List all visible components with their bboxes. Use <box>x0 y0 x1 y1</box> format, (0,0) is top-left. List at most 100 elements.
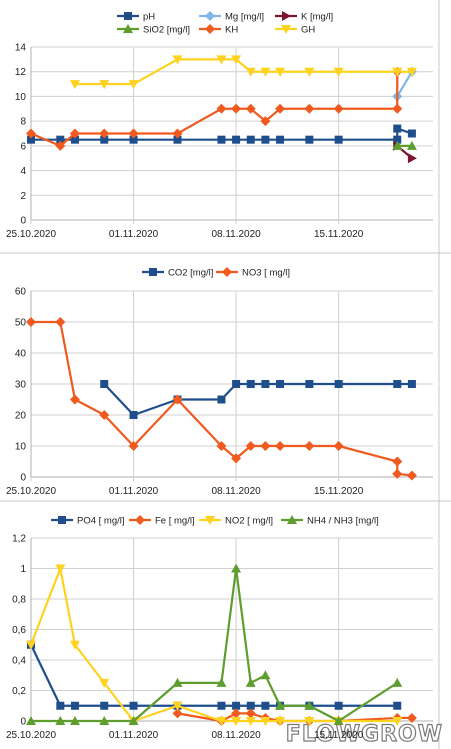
data-point <box>407 153 417 164</box>
y-tick-label: 0 <box>20 717 26 728</box>
data-point <box>304 717 315 726</box>
data-point <box>99 80 110 90</box>
y-tick-label: 6 <box>20 141 26 152</box>
legend-marker <box>205 24 215 34</box>
y-tick-label: 60 <box>15 287 27 298</box>
data-point <box>26 128 36 139</box>
data-point <box>333 716 344 725</box>
data-point <box>99 716 110 725</box>
x-tick-label: 15.11.2020 <box>314 229 364 240</box>
data-point <box>217 395 226 404</box>
data-point <box>304 700 315 710</box>
y-tick-label: 12 <box>15 67 27 78</box>
x-tick-label: 01.11.2020 <box>109 486 159 497</box>
legend-marker <box>281 25 291 34</box>
data-point <box>100 701 109 710</box>
data-point <box>407 129 416 138</box>
data-point <box>392 103 403 114</box>
x-tick-label: 01.11.2020 <box>109 229 159 240</box>
legend-marker <box>205 516 215 525</box>
legend-marker <box>282 11 291 21</box>
legend-marker <box>123 24 133 33</box>
data-point <box>333 103 344 114</box>
legend-label: NO2 [ mg/l] <box>225 516 273 527</box>
series-line <box>31 127 413 141</box>
data-point <box>261 701 270 710</box>
data-point <box>231 708 242 719</box>
data-point <box>305 135 314 144</box>
data-point <box>305 380 314 388</box>
data-point <box>27 135 35 144</box>
data-point <box>99 678 110 688</box>
data-point <box>334 380 343 388</box>
data-point <box>172 394 183 405</box>
data-point <box>333 441 344 451</box>
data-point <box>246 701 255 710</box>
data-point <box>56 701 65 710</box>
data-point <box>275 441 286 451</box>
data-point <box>304 441 315 451</box>
y-tick-label: 1 <box>20 564 26 575</box>
legend-marker <box>287 515 297 524</box>
y-tick-label: 0 <box>20 473 26 484</box>
data-point <box>129 135 138 144</box>
data-point <box>99 410 110 420</box>
data-point <box>129 701 138 710</box>
data-point <box>334 701 343 710</box>
y-tick-label: 0,4 <box>12 656 26 667</box>
data-point <box>304 103 315 114</box>
data-point <box>55 140 66 151</box>
data-point <box>26 716 36 725</box>
legend-label: CO2 [mg/l] <box>168 268 213 279</box>
data-point <box>231 453 242 464</box>
series-line <box>103 382 412 417</box>
series-line <box>31 567 398 723</box>
data-point <box>231 103 242 114</box>
data-point <box>55 564 66 574</box>
x-tick-label: 15.11.2020 <box>314 730 364 741</box>
data-point <box>216 717 227 726</box>
data-point <box>275 717 286 726</box>
data-point <box>304 67 315 77</box>
data-point <box>100 135 109 144</box>
data-point <box>245 441 256 451</box>
data-point <box>26 640 36 650</box>
data-point <box>69 716 80 725</box>
data-point <box>245 717 256 726</box>
x-tick-label: 25.10.2020 <box>6 229 56 240</box>
y-tick-label: 0,2 <box>12 686 26 697</box>
data-point <box>129 411 138 419</box>
x-tick-label: 15.11.2020 <box>314 486 364 497</box>
legend-marker <box>135 515 145 525</box>
data-point <box>261 135 270 144</box>
data-point <box>172 677 183 687</box>
data-point <box>392 677 403 687</box>
data-point <box>392 717 403 726</box>
data-point <box>275 67 286 77</box>
legend-label: SiO2 [mg/l] <box>143 25 190 36</box>
data-point <box>260 717 271 726</box>
data-point <box>261 380 270 388</box>
data-point <box>245 677 256 687</box>
series-line <box>31 320 413 477</box>
legend-marker <box>58 516 66 524</box>
data-point <box>232 135 241 144</box>
data-point <box>216 103 227 114</box>
data-point <box>172 701 183 711</box>
data-point <box>69 80 80 90</box>
data-point <box>392 468 403 479</box>
data-point <box>406 140 417 150</box>
watermark-text: FLOWGROW <box>286 722 443 747</box>
data-point <box>100 380 109 388</box>
series-line <box>30 644 398 707</box>
y-tick-label: 4 <box>20 166 26 177</box>
data-point <box>216 677 227 687</box>
data-point <box>231 717 242 726</box>
legend-marker <box>222 267 232 277</box>
legend-marker <box>149 268 157 276</box>
series-line <box>29 567 398 723</box>
legend-label: pH <box>143 12 155 23</box>
data-point <box>406 67 417 77</box>
data-point <box>69 640 80 650</box>
